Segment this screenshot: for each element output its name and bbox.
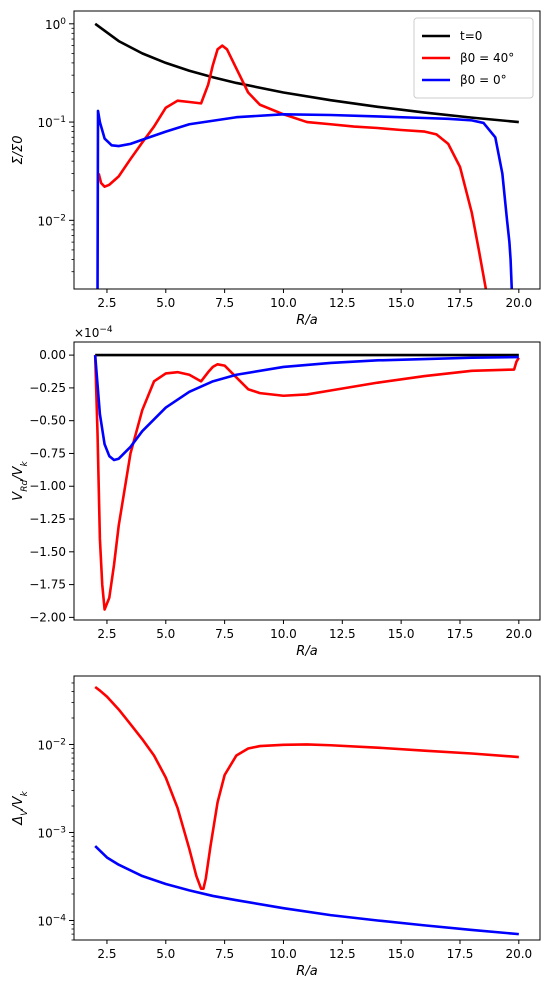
y-tick-label: −0.25 <box>29 381 66 395</box>
chart-panel-3: 2.5 5.0 7.5 10.0 12.5 15.0 17.5 20.0 10−2 10−3 10−… <box>11 675 541 979</box>
x-tick-label: 20.0 <box>505 947 532 961</box>
legend-box <box>413 17 534 99</box>
x-tick-label: 5.0 <box>156 627 175 641</box>
x-tick-label: 2.5 <box>97 947 116 961</box>
series-line-3 <box>93 355 519 462</box>
y-tick-label: −0.50 <box>29 414 66 428</box>
y-tick-label: −0.75 <box>29 446 66 460</box>
x-tick-label: 20.0 <box>505 296 532 310</box>
chart-panel-1: 2.5 5.0 7.5 10.0 12.5 15.0 17.5 20.0 100 10−1 10−2… <box>11 10 541 328</box>
legend-entry: β0 = 40° <box>460 51 514 65</box>
y-tick-label: 0.00 <box>39 348 66 362</box>
y-tick-label: 10−4 <box>37 913 66 928</box>
x-axis-label: R/a <box>296 644 317 659</box>
y-axis-label: ΔV/Vk <box>11 790 30 825</box>
y-axis-label: Σ/Σ0 <box>11 135 26 164</box>
x-tick-label: 7.5 <box>215 627 234 641</box>
series-line-1 <box>94 685 519 890</box>
y-tick-label: −1.75 <box>29 578 66 592</box>
y-tick-label: 10−2 <box>37 737 66 752</box>
y-tick-label: −1.50 <box>29 545 66 559</box>
x-tick-label: 10.0 <box>270 296 297 310</box>
x-tick-label: 7.5 <box>215 947 234 961</box>
x-tick-label: 17.5 <box>447 947 474 961</box>
axes-frame <box>73 341 541 621</box>
y-tick-label: 10−2 <box>37 213 66 228</box>
x-tick-label: 20.0 <box>505 627 532 641</box>
x-axis-label: R/a <box>296 313 317 328</box>
y-tick-label: 10−1 <box>37 115 66 130</box>
axes-frame <box>73 10 541 290</box>
axes-frame <box>73 675 541 941</box>
legend-entry: t=0 <box>460 29 482 43</box>
series-line-1 <box>94 22 519 124</box>
x-tick-label: 15.0 <box>388 627 415 641</box>
x-tick-label: 10.0 <box>270 627 297 641</box>
x-tick-label: 15.0 <box>388 947 415 961</box>
y-axis-label: VRd/Vk <box>11 461 30 501</box>
x-tick-label: 7.5 <box>215 296 234 310</box>
x-tick-label: 10.0 <box>270 947 297 961</box>
x-tick-label: 17.5 <box>447 627 474 641</box>
x-axis-label: R/a <box>296 964 317 979</box>
y-tick-label: 10−3 <box>37 825 66 840</box>
legend: t=0 β0 = 40° β0 = 0° <box>413 17 534 99</box>
x-tick-label: 12.5 <box>329 296 356 310</box>
x-tick-label: 5.0 <box>156 947 175 961</box>
x-tick-label: 12.5 <box>329 627 356 641</box>
y-tick-label: −1.00 <box>29 479 66 493</box>
x-tick-label: 15.0 <box>388 296 415 310</box>
x-tick-label: 17.5 <box>447 296 474 310</box>
x-tick-label: 5.0 <box>156 296 175 310</box>
series-line-2 <box>97 44 488 289</box>
axis-exponent-label: ×10−4 <box>74 325 113 340</box>
y-tick-label: −1.25 <box>29 512 66 526</box>
y-tick-label: 100 <box>45 17 66 32</box>
series-line-2 <box>93 355 520 611</box>
x-tick-label: 2.5 <box>97 296 116 310</box>
legend-entry: β0 = 0° <box>460 73 507 87</box>
x-tick-label: 2.5 <box>97 627 116 641</box>
y-tick-label: −2.00 <box>29 610 66 624</box>
series-line-2 <box>94 845 519 936</box>
series-line-3 <box>96 109 514 289</box>
x-tick-label: 12.5 <box>329 947 356 961</box>
chart-panel-2: 2.5 5.0 7.5 10.0 12.5 15.0 17.5 20.0 0.00 −0.25 −0… <box>11 325 541 659</box>
